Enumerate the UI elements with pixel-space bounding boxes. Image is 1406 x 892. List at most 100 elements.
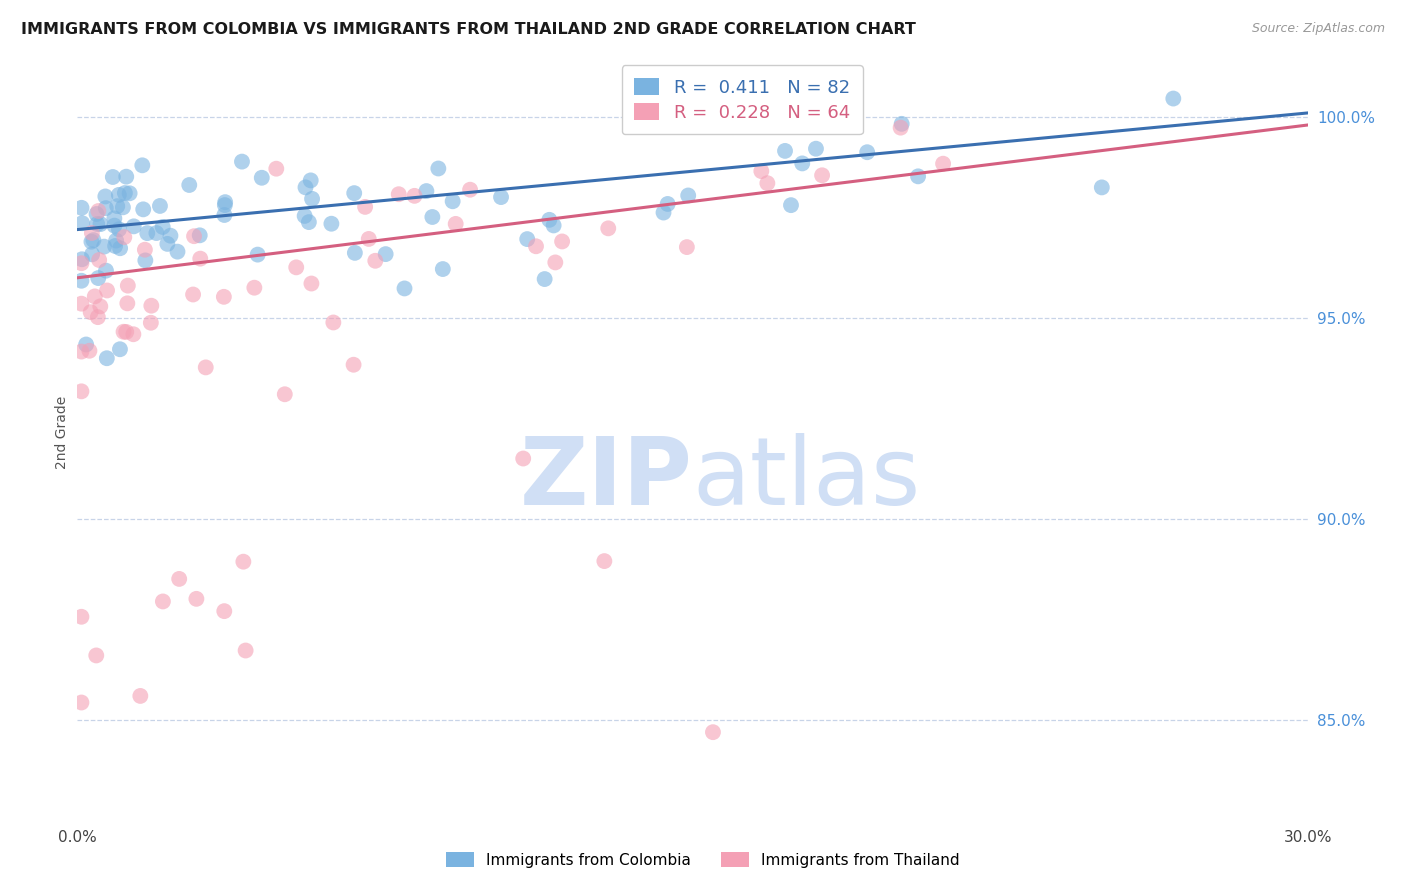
Point — [132, 202, 155, 217]
Point — [593, 554, 616, 568]
Point — [322, 316, 344, 330]
Point — [489, 190, 512, 204]
Point — [87, 204, 110, 219]
Point — [70, 256, 93, 270]
Point — [364, 253, 387, 268]
Point — [342, 358, 364, 372]
Point — [152, 594, 174, 608]
Point — [112, 325, 135, 339]
Point — [890, 117, 912, 131]
Text: Source: ZipAtlas.com: Source: ZipAtlas.com — [1251, 22, 1385, 36]
Point — [115, 325, 138, 339]
Point — [343, 245, 366, 260]
Point — [80, 235, 103, 249]
Point — [533, 272, 555, 286]
Point — [321, 217, 343, 231]
Point — [388, 187, 411, 202]
Point — [70, 296, 93, 310]
Point — [756, 176, 779, 190]
Point — [86, 217, 108, 231]
Point — [89, 299, 111, 313]
Point — [374, 247, 396, 261]
Point — [214, 198, 236, 212]
Point — [250, 170, 273, 185]
Point — [122, 219, 145, 234]
Point — [357, 232, 380, 246]
Point — [118, 186, 141, 201]
Point — [676, 240, 699, 254]
Point — [112, 230, 135, 244]
Point — [149, 199, 172, 213]
Point — [299, 173, 322, 187]
Point — [80, 226, 103, 240]
Point — [285, 260, 308, 275]
Point — [129, 689, 152, 703]
Point — [432, 262, 454, 277]
Point — [1091, 180, 1114, 194]
Point — [415, 184, 437, 198]
Point — [159, 228, 181, 243]
Point — [598, 221, 620, 235]
Point — [70, 609, 93, 624]
Point — [108, 222, 131, 236]
Point — [145, 226, 167, 240]
Point — [94, 263, 117, 277]
Y-axis label: 2nd Grade: 2nd Grade — [55, 396, 69, 469]
Point — [404, 189, 426, 203]
Point — [792, 156, 814, 170]
Point — [188, 228, 211, 243]
Point — [70, 274, 93, 288]
Point — [1163, 91, 1185, 105]
Legend: R =  0.411   N = 82, R =  0.228   N = 64: R = 0.411 N = 82, R = 0.228 N = 64 — [621, 65, 863, 135]
Point — [94, 201, 117, 215]
Point — [890, 120, 912, 135]
Point — [70, 696, 93, 710]
Point — [214, 208, 236, 222]
Point — [274, 387, 297, 401]
Point — [294, 209, 316, 223]
Point — [141, 299, 163, 313]
Point — [134, 253, 156, 268]
Point — [702, 725, 724, 739]
Point — [117, 296, 139, 310]
Point — [298, 215, 321, 229]
Point — [134, 243, 156, 257]
Point — [94, 189, 117, 203]
Point — [87, 271, 110, 285]
Point — [294, 180, 316, 194]
Point — [105, 234, 128, 248]
Point — [70, 384, 93, 399]
Point — [108, 343, 131, 357]
Point — [235, 643, 257, 657]
Point — [543, 219, 565, 233]
Point — [93, 239, 115, 253]
Point — [354, 200, 377, 214]
Point — [70, 216, 93, 230]
Point — [856, 145, 879, 160]
Point — [551, 235, 574, 249]
Point — [87, 310, 110, 325]
Point — [516, 232, 538, 246]
Point — [101, 169, 124, 184]
Point — [136, 226, 159, 240]
Point — [652, 205, 675, 219]
Point — [84, 648, 107, 663]
Legend: Immigrants from Colombia, Immigrants from Thailand: Immigrants from Colombia, Immigrants fro… — [439, 845, 967, 875]
Point — [152, 219, 174, 234]
Point — [422, 210, 444, 224]
Point — [115, 169, 138, 184]
Point — [103, 211, 125, 226]
Point — [122, 327, 145, 342]
Point — [103, 219, 125, 233]
Point — [108, 241, 131, 255]
Text: IMMIGRANTS FROM COLOMBIA VS IMMIGRANTS FROM THAILAND 2ND GRADE CORRELATION CHART: IMMIGRANTS FROM COLOMBIA VS IMMIGRANTS F… — [21, 22, 915, 37]
Text: ZIP: ZIP — [520, 434, 693, 525]
Point — [907, 169, 929, 184]
Point — [441, 194, 464, 209]
Point — [131, 158, 153, 172]
Point — [811, 169, 834, 183]
Point — [243, 281, 266, 295]
Point — [183, 229, 205, 244]
Point — [111, 200, 134, 214]
Point — [75, 337, 97, 351]
